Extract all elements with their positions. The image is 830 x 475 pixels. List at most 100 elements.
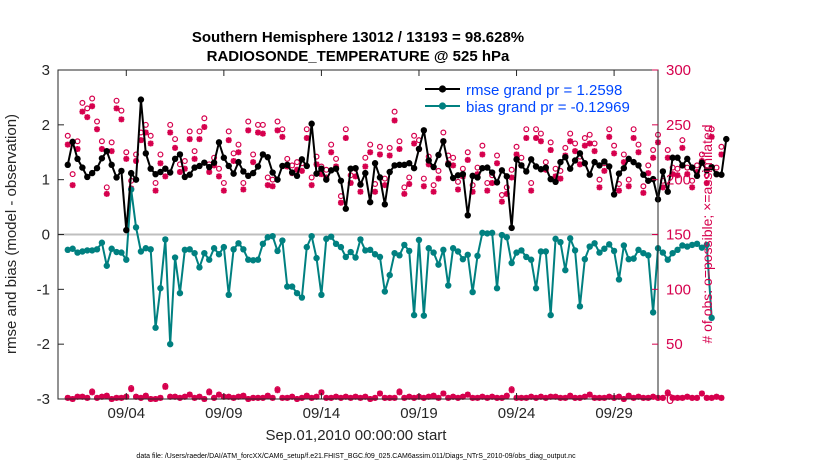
obs-assimilated-marker — [215, 173, 222, 180]
obs-possible-marker — [284, 155, 291, 162]
obs-assimilated-marker — [250, 394, 257, 401]
rmse-point — [371, 160, 379, 167]
rmse-point — [347, 165, 354, 172]
obs-possible-marker — [376, 143, 383, 150]
obs-assimilated-marker — [528, 393, 535, 400]
obs-assimilated-marker — [172, 144, 179, 151]
rmse-point — [401, 161, 408, 169]
rmse-point — [503, 173, 510, 180]
bias-point — [298, 294, 306, 301]
obs-possible-marker — [181, 158, 188, 165]
bias-point — [435, 261, 442, 268]
footnote: data file: /Users/raeder/DAI/ATM_forcXX/… — [136, 453, 576, 460]
y-tick-label-right: 100 — [666, 281, 691, 298]
legend: rmse grand pr = 1.2598 bias grand pr = -… — [425, 82, 630, 116]
obs-assimilated-marker — [659, 394, 666, 401]
rmse-point — [357, 181, 364, 188]
obs-assimilated-marker — [650, 154, 657, 161]
bias-point — [532, 285, 540, 292]
bias-point — [566, 235, 574, 242]
rmse-point — [488, 169, 496, 176]
bias-point — [513, 249, 520, 256]
obs-assimilated-marker — [547, 147, 554, 154]
obs-possible-marker — [386, 144, 393, 151]
rmse-point — [98, 155, 106, 162]
obs-assimilated-marker — [601, 394, 608, 401]
tick-layer: 09/04 09/09 09/14 09/19 09/24 09/29 -3 -2 -1 0 1 2 3… — [37, 62, 691, 422]
bias-series — [64, 186, 715, 348]
obs-assimilated-marker — [89, 103, 96, 110]
obs-assimilated-marker — [240, 392, 247, 399]
obs-assimilated-marker — [284, 394, 291, 401]
obs-assimilated-marker — [103, 190, 110, 197]
bias-point — [401, 241, 408, 249]
obs-possible-marker — [606, 126, 613, 133]
obs-assimilated-marker — [420, 394, 427, 401]
rmse-point — [410, 164, 418, 172]
obs-assimilated-marker — [513, 151, 520, 158]
obs-assimilated-marker — [533, 394, 540, 401]
obs-assimilated-marker — [137, 137, 144, 144]
rmse-point — [566, 165, 574, 172]
bias-point — [249, 257, 257, 264]
bias-point — [503, 234, 510, 241]
rmse-point — [142, 150, 150, 157]
obs-assimilated-marker — [411, 140, 418, 147]
x-tick-label: 09/09 — [205, 405, 243, 422]
bias-point — [240, 246, 247, 253]
obs-possible-marker — [230, 150, 237, 157]
obs-assimilated-marker — [362, 163, 369, 170]
obs-assimilated-marker — [259, 130, 266, 137]
bias-point — [625, 255, 632, 263]
legend-rmse-label: rmse grand pr = 1.2598 — [466, 82, 622, 99]
rmse-point — [435, 151, 442, 159]
obs-assimilated-marker — [133, 393, 140, 400]
obs-possible-marker — [303, 126, 310, 133]
obs-possible-marker — [694, 162, 701, 169]
obs-assimilated-marker — [708, 133, 715, 140]
obs-assimilated-marker — [98, 393, 105, 400]
obs-possible-marker — [362, 154, 369, 161]
obs-assimilated-marker — [396, 145, 403, 152]
rmse-point — [220, 154, 228, 161]
bias-point — [176, 289, 184, 297]
obs-assimilated-marker — [118, 394, 125, 401]
obs-assimilated-marker — [611, 150, 618, 157]
bias-point — [269, 232, 276, 240]
bias-point — [225, 291, 232, 299]
rmse-point — [498, 167, 506, 174]
rmse-point — [157, 168, 164, 176]
obs-possible-marker — [630, 126, 637, 133]
bias-point — [313, 254, 320, 262]
obs-possible-marker — [167, 121, 174, 128]
rmse-point — [713, 170, 720, 178]
obs-assimilated-marker — [450, 162, 457, 169]
obs-assimilated-marker — [376, 151, 383, 158]
rmse-point — [376, 174, 384, 181]
obs-assimilated-marker — [137, 394, 144, 401]
bias-point — [498, 231, 506, 239]
rmse-point — [235, 158, 242, 166]
obs-assimilated-marker — [328, 149, 335, 156]
obs-assimilated-marker — [625, 392, 632, 399]
bias-point — [132, 224, 140, 231]
obs-assimilated-marker — [186, 391, 193, 398]
bias-point — [630, 255, 637, 262]
bias-point — [703, 241, 710, 249]
bias-point — [635, 246, 642, 254]
bias-point — [293, 289, 301, 297]
bias-point — [386, 271, 393, 279]
bias-point — [493, 285, 501, 292]
obs-assimilated-marker — [620, 159, 627, 166]
rmse-point — [240, 168, 247, 175]
bias-point — [98, 239, 106, 246]
obs-possible-marker — [367, 141, 374, 148]
rmse-point — [679, 162, 686, 169]
obs-assimilated-marker — [352, 173, 359, 180]
obs-possible-marker — [430, 182, 437, 189]
rmse-point — [186, 171, 193, 178]
bias-point — [679, 242, 686, 249]
y-tick-label-left: 0 — [42, 227, 50, 244]
obs-possible-marker — [123, 149, 130, 156]
obs-assimilated-marker — [240, 186, 247, 193]
